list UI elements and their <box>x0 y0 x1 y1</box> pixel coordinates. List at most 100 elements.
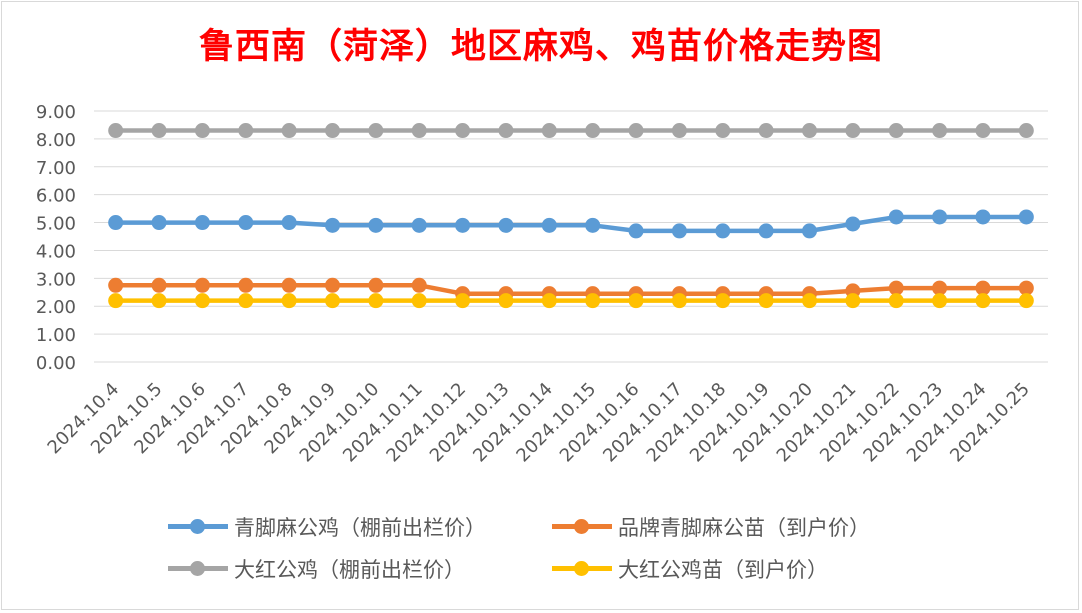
series-1-point-7 <box>411 217 427 233</box>
series-3-point-21 <box>1018 123 1034 139</box>
series-line-1 <box>113 214 1029 234</box>
series-2-point-2 <box>194 277 210 293</box>
series-1-point-10 <box>541 217 557 233</box>
legend-item-series-4: 大红公鸡苗（到户价） <box>552 554 828 584</box>
series-3-point-0 <box>108 123 124 139</box>
series-1-point-5 <box>325 217 340 233</box>
series-3-point-18 <box>888 123 904 139</box>
series-2-point-7 <box>411 277 427 293</box>
series-2-point-5 <box>325 277 340 293</box>
series-1-point-6 <box>368 217 384 233</box>
legend-swatch-series-4 <box>552 554 612 584</box>
series-3-point-15 <box>758 123 774 139</box>
series-3-point-20 <box>975 123 991 139</box>
chart-title: 鲁西南（菏泽）地区麻鸡、鸡苗价格走势图 <box>198 26 883 67</box>
series-4-point-0 <box>108 293 124 309</box>
series-1-point-2 <box>194 215 210 231</box>
series-1-point-11 <box>585 217 601 233</box>
series-4-point-13 <box>671 293 687 309</box>
series-4-point-19 <box>932 293 948 309</box>
series-3-point-2 <box>194 123 210 139</box>
series-2-point-4 <box>281 277 297 293</box>
series-3-point-3 <box>238 123 254 139</box>
series-3-point-8 <box>455 123 471 139</box>
series-1-point-20 <box>975 209 991 225</box>
series-4-point-12 <box>628 293 644 309</box>
legend-label-series-4: 大红公鸡苗（到户价） <box>618 558 828 582</box>
y-tick-label-8: 8.00 <box>36 130 76 151</box>
series-4-point-11 <box>585 293 601 309</box>
series-3-point-12 <box>628 123 644 139</box>
series-3-point-14 <box>715 123 731 139</box>
series-1-point-17 <box>845 216 861 232</box>
series-4-point-8 <box>455 293 471 309</box>
legend-swatch-series-2 <box>552 512 612 542</box>
series-3-point-19 <box>932 123 948 139</box>
series-4-point-10 <box>541 293 557 309</box>
series-3-point-10 <box>541 123 557 139</box>
series-3-point-9 <box>498 123 514 139</box>
series-4-point-2 <box>194 293 210 309</box>
series-3-point-16 <box>802 123 817 139</box>
series-4-point-6 <box>368 293 384 309</box>
series-1-point-13 <box>671 223 687 239</box>
series-4-point-21 <box>1018 293 1034 309</box>
series-1-point-1 <box>151 215 167 231</box>
series-4-point-9 <box>498 293 514 309</box>
series-3-point-4 <box>281 123 297 139</box>
series-1-point-21 <box>1018 209 1034 225</box>
y-tick-label-3: 3.00 <box>36 269 76 290</box>
y-tick-label-7: 7.00 <box>36 158 76 179</box>
legend-item-series-1: 青脚麻公鸡（棚前出栏价） <box>168 512 486 542</box>
line-chart-plot: 0.00 1.00 2.00 3.00 4.00 5.00 6.00 7.00 8.00 9.00… <box>36 102 1048 466</box>
series-4-point-16 <box>802 293 817 309</box>
series-4-point-1 <box>151 293 167 309</box>
series-1-point-8 <box>455 217 471 233</box>
series-line-2 <box>113 283 1029 296</box>
series-1-point-18 <box>888 209 904 225</box>
legend-label-series-2: 品牌青脚麻公苗（到户价） <box>618 516 870 540</box>
series-1-point-4 <box>281 215 297 231</box>
series-3-point-6 <box>368 123 384 139</box>
series-4-point-17 <box>845 293 861 309</box>
series-2-point-18 <box>888 280 904 296</box>
series-4-point-14 <box>715 293 731 309</box>
series-4-point-20 <box>975 293 991 309</box>
series-2-point-20 <box>975 280 991 296</box>
legend-label-series-1: 青脚麻公鸡（棚前出栏价） <box>234 516 486 540</box>
series-2-point-19 <box>932 280 948 296</box>
y-tick-label-9: 9.00 <box>36 102 76 123</box>
y-tick-label-2: 2.00 <box>36 297 76 318</box>
legend-item-series-2: 品牌青脚麻公苗（到户价） <box>552 512 870 542</box>
series-1-point-12 <box>628 223 644 239</box>
series-2-point-0 <box>108 277 124 293</box>
series-3-point-7 <box>411 123 427 139</box>
series-1-point-15 <box>758 223 774 239</box>
series-1-point-0 <box>108 215 124 231</box>
series-4-point-15 <box>758 293 774 309</box>
series-4-point-7 <box>411 293 427 309</box>
series-1-point-19 <box>932 209 948 225</box>
series-2-point-6 <box>368 277 384 293</box>
series-4-point-3 <box>238 293 254 309</box>
series-2-point-21 <box>1018 280 1034 296</box>
series-1-point-9 <box>498 217 514 233</box>
series-2-point-3 <box>238 277 254 293</box>
series-3-point-11 <box>585 123 601 139</box>
series-4-point-5 <box>325 293 340 309</box>
series-4-point-4 <box>281 293 297 309</box>
series-3-point-5 <box>325 123 340 139</box>
series-3-point-13 <box>671 123 687 139</box>
series-4-point-18 <box>888 293 904 309</box>
series-1-point-14 <box>715 223 731 239</box>
y-tick-label-6: 6.00 <box>36 186 76 207</box>
y-tick-label-5: 5.00 <box>36 214 76 235</box>
series-1-point-16 <box>802 223 817 239</box>
series-3-point-17 <box>845 123 861 139</box>
legend-label-series-3: 大红公鸡（棚前出栏价） <box>234 558 465 582</box>
series-1-point-3 <box>238 215 254 231</box>
y-tick-label-0: 0.00 <box>36 353 76 374</box>
series-2-point-1 <box>151 277 167 293</box>
legend-item-series-3: 大红公鸡（棚前出栏价） <box>168 554 465 584</box>
